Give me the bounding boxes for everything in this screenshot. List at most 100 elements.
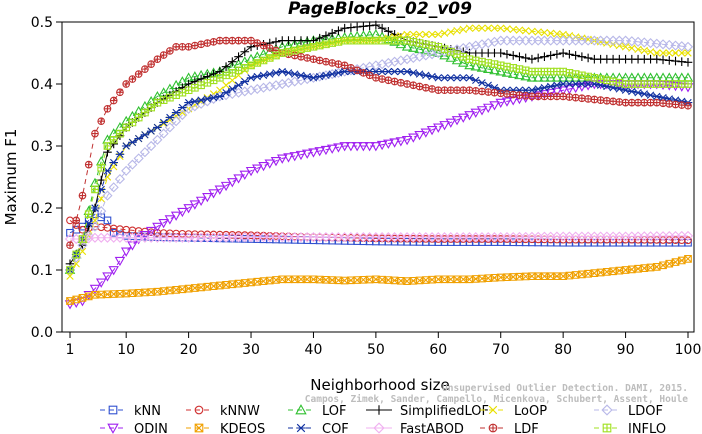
data-point (515, 52, 524, 62)
data-point (426, 46, 438, 56)
data-point (551, 87, 563, 97)
data-point (134, 113, 143, 122)
x-tick-label: 70 (492, 342, 510, 358)
data-point (178, 43, 187, 51)
data-point (296, 423, 306, 433)
data-point (233, 174, 244, 184)
data-point (664, 56, 674, 65)
data-point (514, 69, 525, 80)
data-point (684, 80, 692, 88)
data-point (534, 92, 543, 101)
data-point (414, 130, 425, 141)
watermark-line-2: Campos, Zimek, Sander, Campello, Micenko… (305, 394, 688, 405)
data-point (621, 266, 630, 274)
data-point (571, 271, 580, 279)
data-point (671, 49, 680, 57)
data-point (203, 95, 212, 103)
data-point (358, 142, 369, 152)
data-point (557, 72, 569, 82)
x-axis-title: Neighborhood size (310, 376, 449, 394)
data-point (172, 91, 180, 100)
data-point (445, 52, 457, 62)
data-point (370, 142, 382, 152)
data-point (533, 53, 543, 63)
data-point (153, 123, 162, 132)
data-point (646, 98, 655, 107)
data-point (389, 36, 400, 46)
data-point (283, 153, 294, 163)
data-point (539, 72, 550, 82)
data-point (470, 61, 482, 71)
data-point (652, 263, 661, 271)
data-point (166, 47, 174, 55)
data-point (152, 134, 163, 145)
data-point (140, 131, 150, 139)
data-point (122, 80, 131, 88)
data-point (465, 86, 474, 94)
data-point (177, 109, 188, 121)
data-point (221, 62, 231, 71)
data-point (478, 87, 486, 96)
data-point (147, 60, 156, 68)
data-point (515, 91, 524, 99)
data-point (178, 285, 187, 294)
data-point (578, 270, 586, 279)
series-line (70, 235, 689, 240)
data-point (445, 118, 457, 128)
data-point (103, 105, 112, 113)
data-point (97, 163, 106, 172)
data-point (553, 92, 561, 101)
data-point (376, 140, 388, 151)
series-ldof (64, 35, 694, 276)
data-point (646, 91, 655, 99)
data-point (103, 216, 112, 225)
watermark-line-1: Unsupervised Outlier Detection. DAMI, 20… (442, 383, 688, 394)
data-point (339, 142, 350, 152)
data-point (215, 73, 224, 82)
legend-item: kNNW (186, 404, 260, 419)
data-point (621, 98, 630, 107)
data-point (122, 123, 131, 132)
data-point (609, 97, 617, 106)
data-point (684, 254, 692, 263)
legend-label: LDF (514, 422, 539, 434)
data-point (453, 86, 461, 94)
data-point (401, 41, 413, 51)
x-tick-label: 30 (242, 342, 260, 358)
data-point (259, 41, 268, 50)
data-point (109, 158, 118, 167)
data-point (315, 33, 324, 43)
data-point (120, 247, 132, 257)
data-point (684, 101, 692, 110)
data-point (134, 70, 143, 78)
data-point (489, 101, 500, 111)
data-point (189, 200, 201, 210)
data-point (220, 181, 232, 192)
data-point (552, 81, 562, 89)
data-point (682, 230, 694, 241)
data-point (472, 24, 480, 32)
data-point (322, 40, 330, 49)
data-point (83, 230, 94, 241)
data-point (334, 37, 343, 46)
x-tick-label: 20 (180, 342, 198, 358)
data-point (584, 269, 592, 278)
data-point (172, 43, 180, 51)
data-point (84, 160, 93, 169)
data-point (95, 278, 107, 288)
data-point (409, 30, 418, 39)
data-point (395, 137, 407, 147)
data-point (240, 64, 249, 72)
data-point (490, 24, 499, 32)
data-point (78, 294, 87, 302)
data-point (665, 100, 674, 108)
data-point (489, 64, 500, 75)
data-point (228, 68, 237, 77)
data-point (534, 28, 542, 36)
data-point (415, 39, 424, 47)
data-point (66, 266, 74, 274)
data-point (114, 173, 126, 185)
data-point (440, 29, 449, 37)
data-point (421, 71, 431, 80)
data-point (627, 265, 636, 274)
